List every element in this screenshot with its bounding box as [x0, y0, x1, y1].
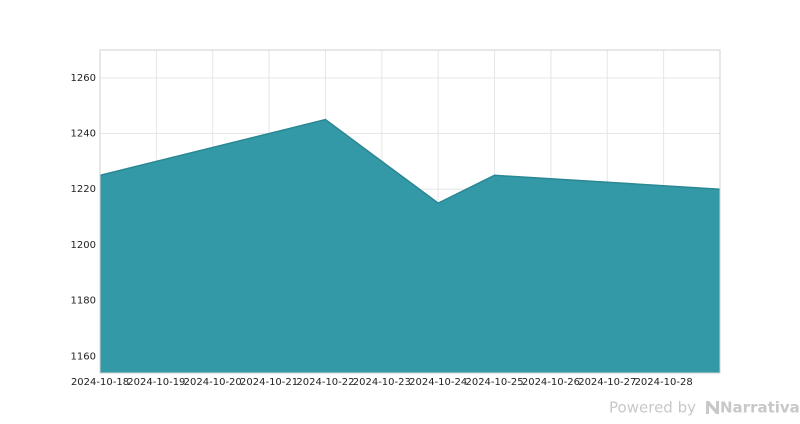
y-tick-label: 1240 [71, 129, 96, 140]
y-tick-label: 1200 [71, 240, 96, 251]
brand: Narrativa [720, 399, 800, 417]
x-tick-label: 2024-10-25 [465, 377, 523, 388]
x-tick-label: 2024-10-27 [578, 377, 636, 388]
brand-logo [706, 401, 719, 414]
x-tick-label: 2024-10-19 [127, 377, 185, 388]
x-tick-label: 2024-10-24 [409, 377, 467, 388]
y-tick-label: 1180 [71, 296, 96, 307]
plot-border [99, 49, 721, 374]
x-tick-label: 2024-10-28 [635, 377, 693, 388]
y-tick-label: 1160 [71, 351, 96, 362]
y-tick-label: 1220 [71, 184, 96, 195]
x-tick-label: 2024-10-18 [71, 377, 129, 388]
x-tick-label: 2024-10-20 [184, 377, 242, 388]
x-tick-label: 2024-10-23 [353, 377, 411, 388]
y-tick-label: 1260 [71, 73, 96, 84]
area [100, 119, 720, 374]
x-tick-label: 2024-10-26 [522, 377, 580, 388]
x-tick-label: 2024-10-21 [240, 377, 298, 388]
x-tick-label: 2024-10-22 [296, 377, 354, 388]
powered-by: Powered by [609, 399, 696, 417]
area-line [99, 118, 721, 205]
